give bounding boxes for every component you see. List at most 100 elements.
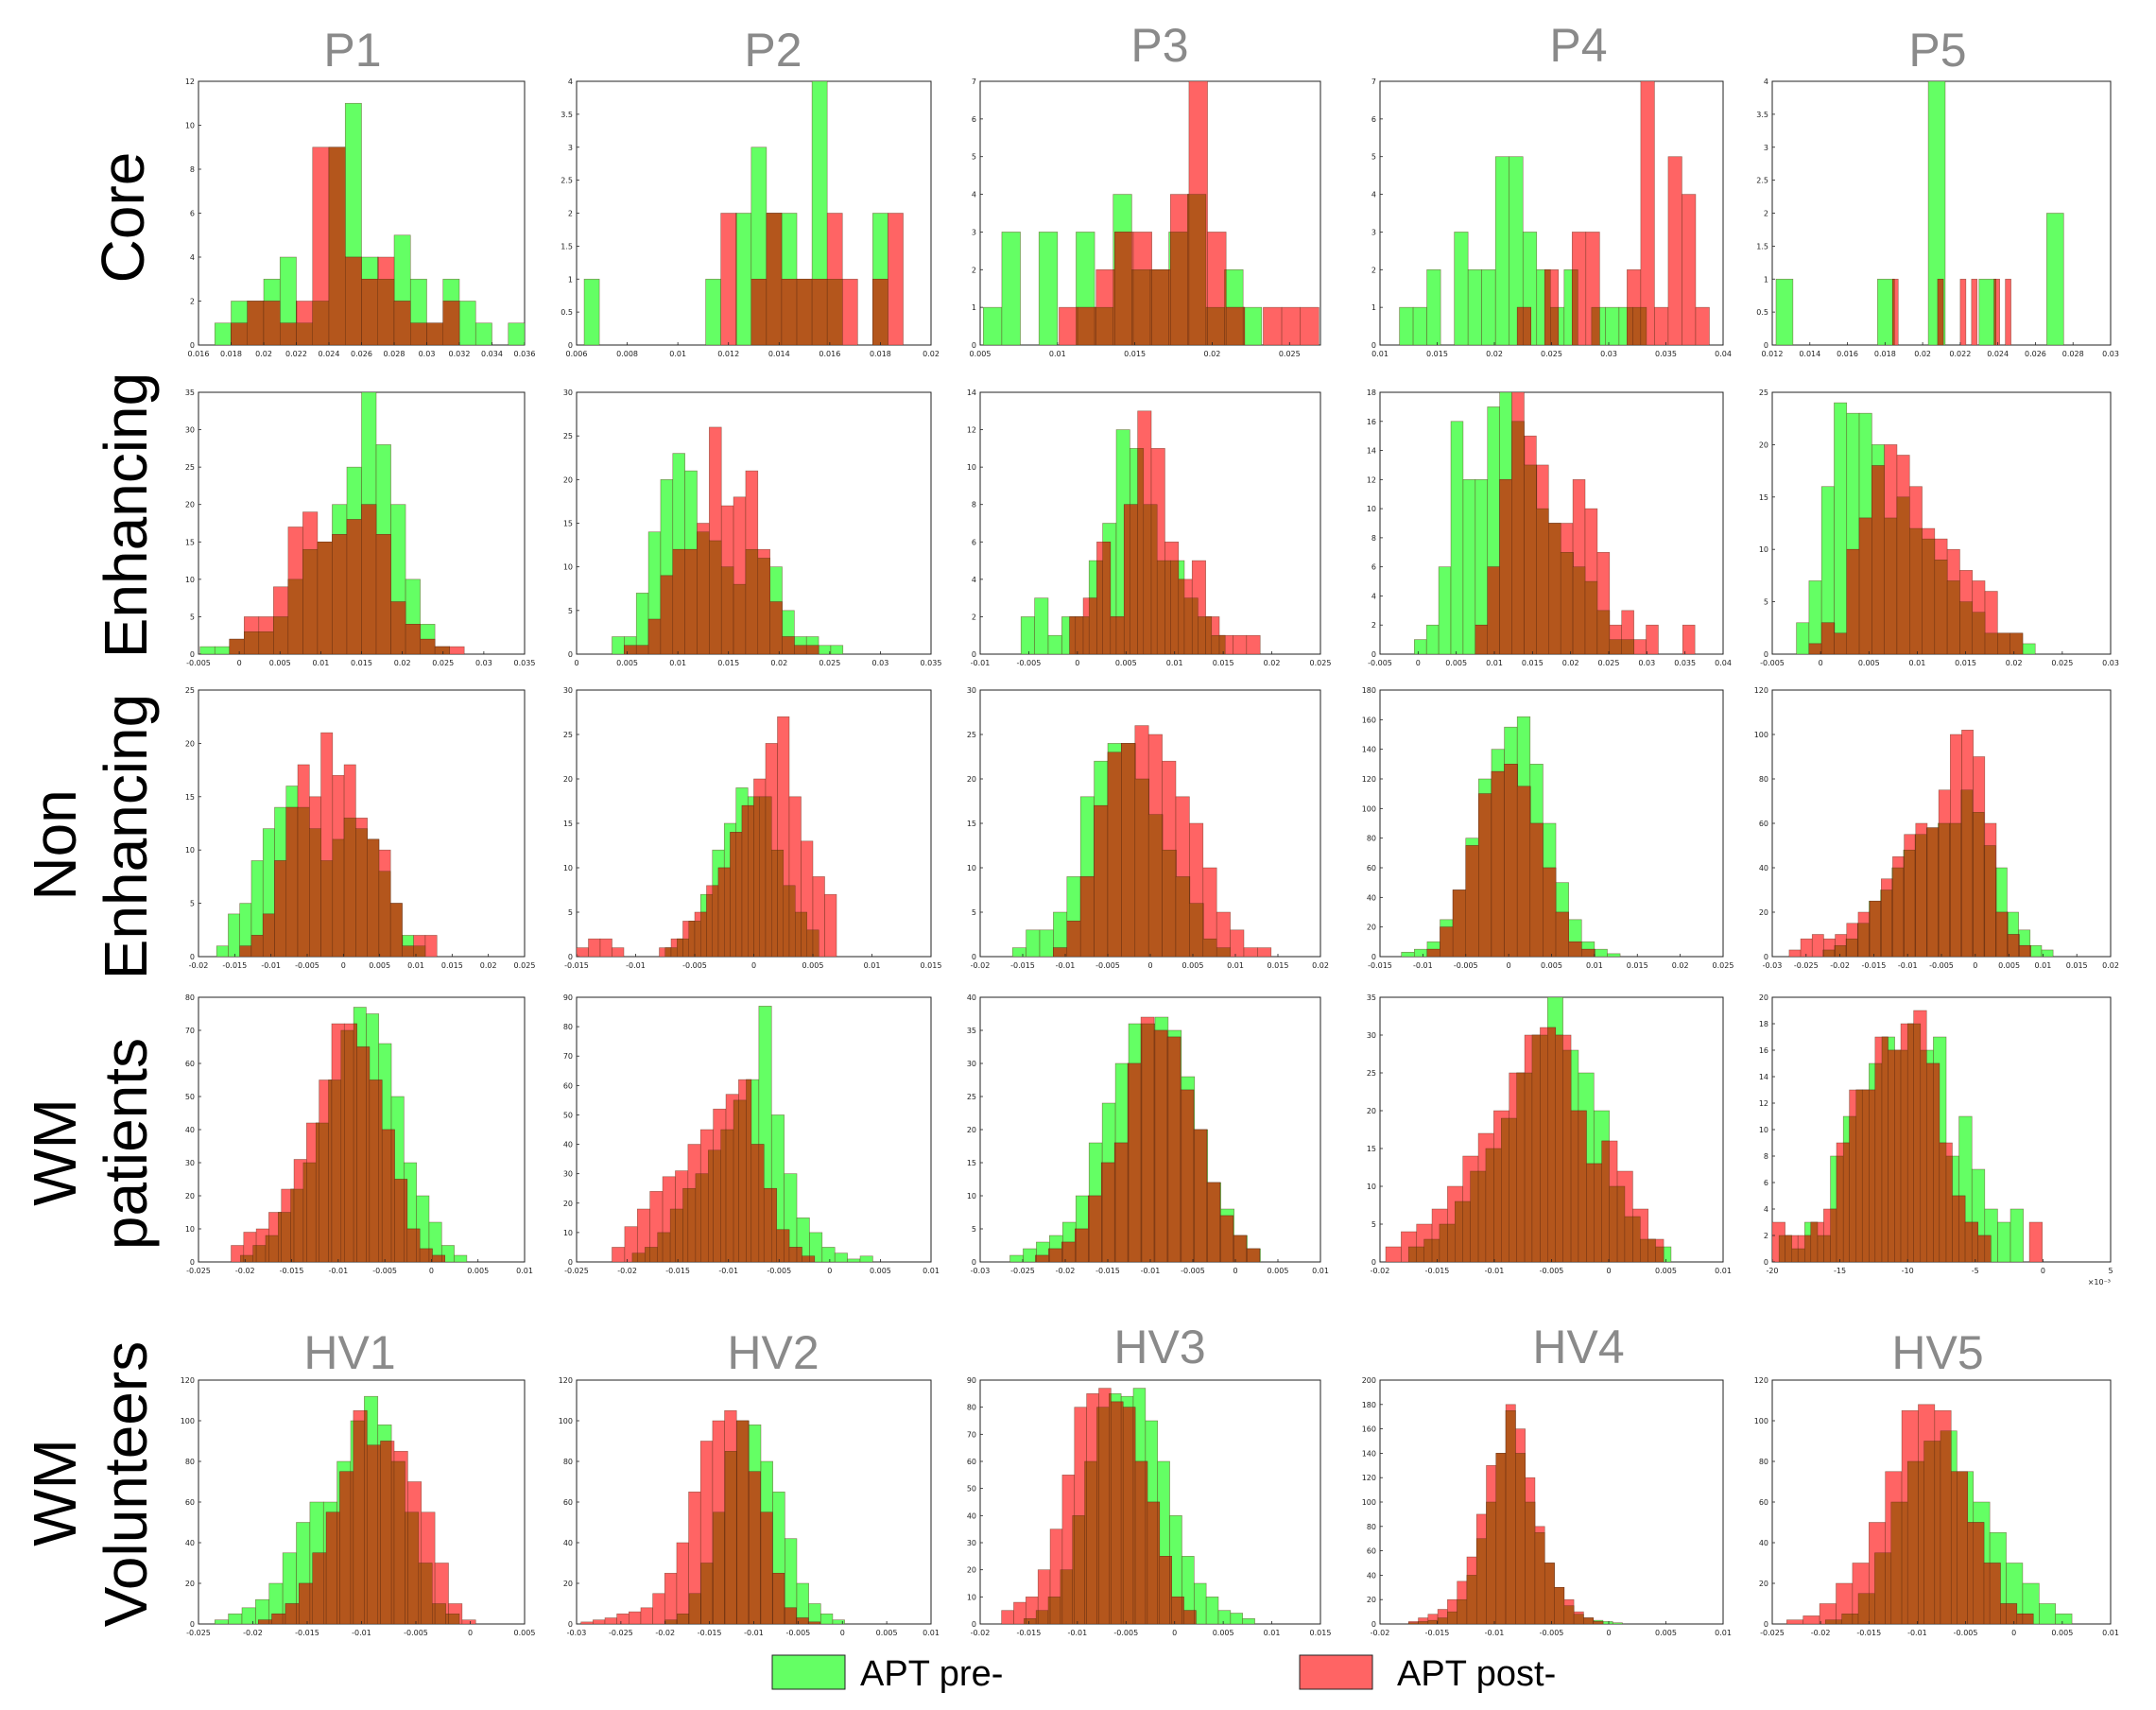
histogram-bar-overlap [1543,867,1557,957]
histogram-bar-post [1059,306,1078,345]
y-tick-label: 4 [1371,191,1376,199]
histogram-bar-overlap [1945,1155,1953,1262]
x-tick-label: 0.005 [369,961,390,970]
histogram-bar-overlap [378,871,391,957]
bars-group [612,1006,873,1262]
histogram-bar-post [1811,934,1824,957]
y-tick-label: 10 [1759,545,1768,554]
histogram-bar-overlap [809,1255,816,1262]
y-tick-label: 6 [972,115,976,124]
histogram-bar-pre [214,646,231,654]
x-axis-exponent: ×10⁻³ [2088,1278,2111,1287]
histogram-bar-overlap [296,1603,300,1624]
histogram-bar-post [616,1613,630,1624]
histogram-bar-overlap [1846,938,1858,957]
histogram-bar-post [1695,306,1710,345]
histogram-bar-overlap [1120,1401,1124,1624]
histogram-bar-overlap [344,1029,354,1262]
x-tick-label: 0.015 [441,961,463,970]
histogram-bar-overlap [700,911,707,957]
histogram-panel-r1-c2: -0.01 -0.005 0 0.005 0.01 0.015 0.02 0.025 0 2 4 6 8… [967,389,1332,667]
histogram-bar-pre [1047,634,1062,654]
histogram-bar-overlap [1946,580,1960,654]
y-tick-label: 2 [1764,210,1768,218]
histogram-bar-overlap [418,1563,423,1624]
y-tick-label: 5 [568,908,573,917]
histogram-bar-overlap [1509,1117,1517,1262]
histogram-bar-overlap [695,1173,701,1262]
x-tick-label: -0.015 [1368,961,1392,970]
histogram-bar-overlap [1170,232,1188,345]
x-tick-label: 0.035 [921,659,942,667]
histogram-bar-pre [1494,156,1510,345]
histogram-bar-overlap [1049,1597,1061,1624]
histogram-bar-overlap [1536,508,1549,654]
legend: APT pre- APT post- [771,1654,1556,1694]
histogram-bar-overlap [1485,1148,1494,1262]
histogram-bar-overlap [1890,1501,1903,1624]
histogram-bar-post [640,1607,653,1624]
y-tick-label: 100 [559,1417,573,1425]
histogram-bar-overlap [1869,1593,1875,1624]
histogram-bar-pre [1399,306,1414,345]
histogram-bar-overlap [432,1254,442,1262]
histogram-bar-overlap [624,645,637,654]
histogram-bar-post [1802,1615,1820,1624]
x-tick-label: 0.025 [1713,961,1734,970]
x-tick-label: 0.02 [1672,961,1689,970]
y-tick-label: 60 [563,1498,573,1507]
histogram-bar-post [2028,1221,2043,1262]
y-tick-label: 20 [967,1126,976,1134]
x-tick-label: 0.005 [2051,1629,2073,1637]
histogram-bar-overlap [1525,1501,1536,1624]
histogram-bar-overlap [278,1212,282,1262]
histogram-bar-overlap [669,1208,676,1262]
histogram-bar-overlap [758,1144,765,1262]
y-tick-label: 1.5 [561,242,573,250]
x-tick-label: 0.024 [1987,350,2009,358]
y-tick-label: 100 [1362,804,1376,813]
histogram-bar-overlap [265,1235,269,1262]
histogram-bar-overlap [421,1563,433,1624]
histogram-bar-overlap [677,938,683,957]
x-tick-label: -0.02 [1830,961,1850,970]
histogram-bar-overlap [1157,1501,1161,1624]
histogram-panel-r0-c0: 0.016 0.018 0.02 0.022 0.024 0.026 0.028 0.03 0.… [185,78,536,358]
x-tick-label: -10 [1902,1267,1914,1275]
histogram-bar-overlap [262,913,275,957]
histogram-bar-pre [1438,566,1452,654]
histogram-bar-overlap [332,838,345,957]
x-tick-label: 0.035 [514,659,536,667]
histogram-bar-overlap [1846,548,1860,654]
y-tick-label: 16 [1759,1046,1768,1055]
histogram-bar-overlap [1874,1062,1883,1262]
x-tick-label: -0.025 [1794,961,1819,970]
y-tick-label: 180 [1362,1401,1376,1409]
histogram-bar-overlap [1101,1162,1115,1262]
histogram-bar-pre [2114,279,2131,345]
y-tick-label: 15 [967,1159,976,1167]
x-tick-label: 0.005 [802,961,824,970]
histogram-bar-pre [1808,580,1822,654]
x-tick-label: -0.03 [1763,961,1783,970]
histogram-bar-overlap [782,636,795,654]
y-tick-label: 10 [967,1593,976,1601]
x-tick-label: 0 [1075,659,1079,667]
histogram-bar-overlap [1544,269,1551,345]
histogram-bar-overlap [1427,1619,1439,1624]
histogram-bar-overlap [378,1080,383,1262]
x-tick-label: 0.015 [1213,659,1234,667]
histogram-bar-overlap [1830,1208,1837,1262]
y-tick-label: 30 [563,1170,573,1179]
histogram-bar-pre [1481,268,1496,345]
y-tick-label: 80 [1759,775,1768,784]
y-tick-label: 0 [1764,1620,1768,1629]
histogram-bar-pre [241,1607,256,1624]
y-tick-label: 120 [1362,1474,1376,1482]
histogram-bar-overlap [682,1187,689,1262]
histogram-bar-overlap [1918,1460,1924,1624]
histogram-bar-overlap [1855,1089,1863,1262]
histogram-bar-overlap [1115,616,1125,654]
x-tick-label: -0.005 [1954,1629,1978,1637]
histogram-bar-post [1654,306,1669,345]
